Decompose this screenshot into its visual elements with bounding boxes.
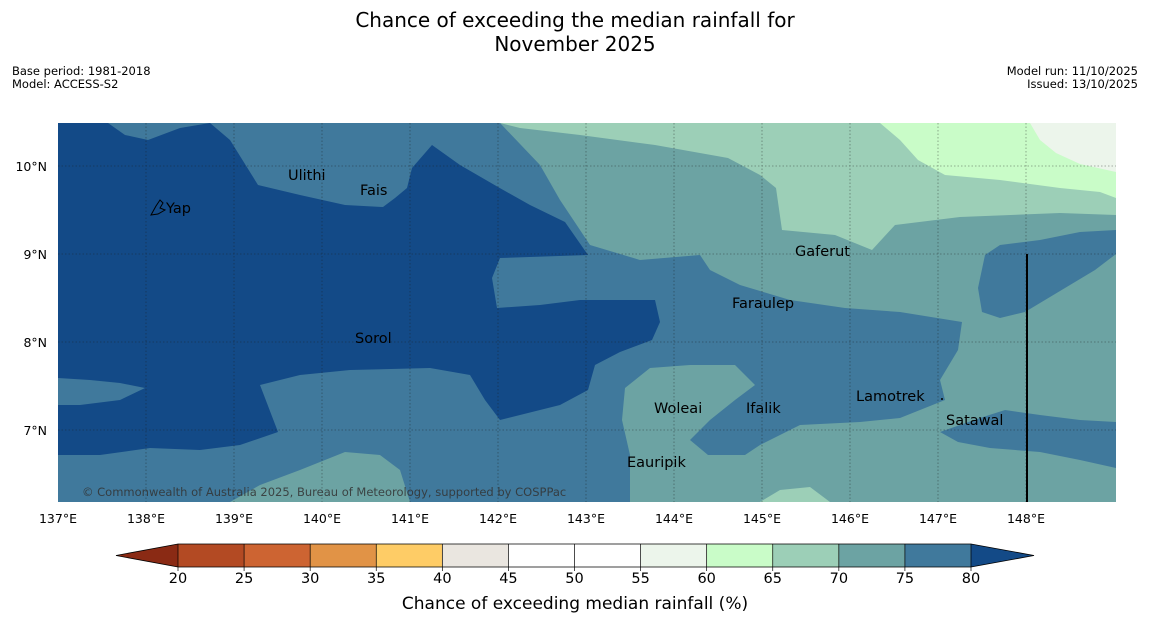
colorbar-tick-label: 25 — [235, 571, 253, 587]
lon-tick-label: 138°E — [127, 511, 165, 526]
yap-island — [150, 199, 167, 216]
lon-tick-label: 137°E — [39, 511, 77, 526]
lon-tick-label: 139°E — [215, 511, 253, 526]
lon-tick-label: 148°E — [1007, 511, 1045, 526]
colorbar-tick-label: 80 — [962, 571, 980, 587]
issued-date: Issued: 13/10/2025 — [1027, 77, 1138, 91]
lat-tick-label: 10°N — [15, 159, 47, 174]
colorbar-tick-label: 45 — [499, 571, 517, 587]
colorbar-label: Chance of exceeding median rainfall (%) — [401, 594, 749, 614]
colorbar-tick-label: 70 — [830, 571, 848, 587]
lon-tick-labels: 137°E 138°E 139°E 140°E 141°E 142°E 143°… — [39, 511, 1045, 526]
place-label-yap: Yap — [165, 201, 191, 217]
lat-tick-label: 8°N — [23, 335, 47, 350]
place-label-lamotrek: Lamotrek — [856, 389, 925, 405]
colorbar — [115, 543, 1035, 571]
region-55-60 — [1030, 123, 1116, 172]
colorbar-bin-55-60 — [640, 544, 707, 567]
colorbar-tick-label: 30 — [301, 571, 319, 587]
lon-tick-label: 146°E — [831, 511, 869, 526]
lat-tick-label: 9°N — [23, 247, 47, 262]
colorbar-bin-20-25 — [178, 544, 245, 567]
place-label-satawal: Satawal — [946, 413, 1003, 429]
colorbar-tick-label: 50 — [565, 571, 583, 587]
colorbar-bin-30-35 — [310, 544, 377, 567]
lat-tick-labels: 10°N 9°N 8°N 7°N — [15, 159, 47, 438]
lon-tick-label: 144°E — [655, 511, 693, 526]
place-label-sorol: Sorol — [355, 331, 392, 347]
colorbar-tick-label: 55 — [631, 571, 649, 587]
place-label-ulithi: Ulithi — [288, 168, 326, 184]
colorbar-bin-25-30 — [244, 544, 311, 567]
colorbar-bin-60-65 — [706, 544, 773, 567]
colorbar-bin-70-75 — [838, 544, 905, 567]
island-dot — [941, 398, 943, 400]
region-65-70-south — [760, 487, 830, 502]
map-title: Chance of exceeding the median rainfall … — [0, 8, 1150, 56]
colorbar-bin-50-55 — [574, 544, 641, 567]
lon-tick-label: 145°E — [743, 511, 781, 526]
colorbar-tick-label: 60 — [697, 571, 715, 587]
colorbar-bin-40-45 — [442, 544, 509, 567]
colorbar-tick-label: 35 — [367, 571, 385, 587]
colorbar-extend-high — [971, 544, 1034, 567]
region-70-75-southwest — [230, 452, 410, 502]
place-label-eauripik: Eauripik — [627, 455, 686, 471]
colorbar-bin-35-40 — [376, 544, 443, 567]
colorbar-tick-label: 40 — [433, 571, 451, 587]
colorbar-tick-label: 75 — [896, 571, 914, 587]
model-name: Model: ACCESS-S2 — [12, 77, 119, 91]
region-80-plus — [58, 123, 660, 455]
colorbar-bin-75-80 — [904, 544, 971, 567]
place-label-woleai: Woleai — [654, 401, 702, 417]
meta-right: Model run: 11/10/2025 Issued: 13/10/2025 — [1007, 65, 1138, 91]
colorbar-tick-labels: 20 25 30 35 40 45 50 55 60 65 70 75 80 — [169, 571, 980, 587]
colorbar-tick-label: 20 — [169, 571, 187, 587]
rainfall-map: Yap Ulithi Fais Sorol Gaferut Faraulep W… — [58, 123, 1116, 502]
colorbar-bin-65-70 — [772, 544, 839, 567]
place-label-ifalik: Ifalik — [746, 401, 781, 417]
lon-tick-label: 147°E — [919, 511, 957, 526]
lat-tick-label: 7°N — [23, 423, 47, 438]
place-label-faraulep: Faraulep — [732, 296, 794, 312]
lon-tick-label: 143°E — [567, 511, 605, 526]
meta-left: Base period: 1981-2018 Model: ACCESS-S2 — [12, 65, 151, 91]
place-label-fais: Fais — [360, 183, 387, 199]
lon-tick-label: 141°E — [391, 511, 429, 526]
colorbar-tick-label: 65 — [764, 571, 782, 587]
region-75-80-east — [978, 230, 1116, 318]
colorbar-extend-low — [116, 544, 178, 567]
lon-tick-label: 140°E — [303, 511, 341, 526]
title-line-2: November 2025 — [494, 32, 656, 56]
model-run: Model run: 11/10/2025 — [1006, 64, 1138, 78]
lon-tick-label: 142°E — [479, 511, 517, 526]
colorbar-bin-45-50 — [508, 544, 575, 567]
copyright-text: © Commonwealth of Australia 2025, Bureau… — [82, 485, 566, 499]
place-label-gaferut: Gaferut — [795, 244, 850, 260]
base-period: Base period: 1981-2018 — [12, 64, 151, 78]
title-line-1: Chance of exceeding the median rainfall … — [355, 8, 795, 32]
